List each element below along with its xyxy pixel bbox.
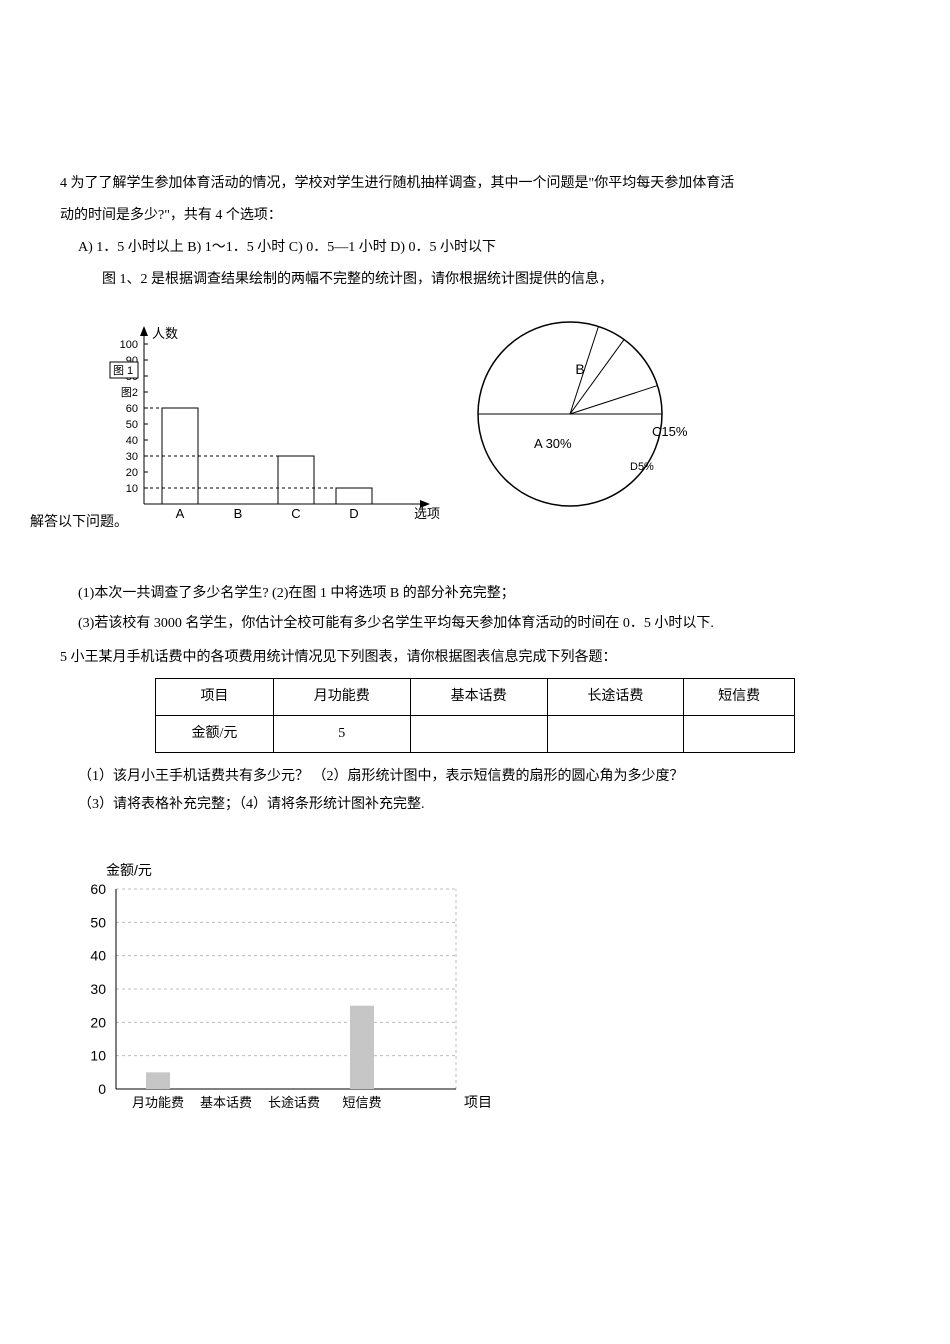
svg-text:40: 40 [126,435,138,447]
svg-text:D5%: D5% [630,461,654,473]
q4-sub2: (3)若该校有 3000 名学生，你估计全校可能有多少名学生平均每天参加体育活动… [60,610,890,638]
bar-chart-2: 金额/元 0 10 20 30 40 50 60 月功能费 基本话费 长途话费 短信费 项目 [54,859,890,1140]
svg-text:选项: 选项 [414,506,440,521]
fee-table: 项目 月功能费 基本话费 长途话费 短信费 金额/元 5 [155,678,795,753]
svg-text:长途话费: 长途话费 [268,1095,320,1110]
q5-sub1: （1）该月小王手机话费共有多少元？ （2）扇形统计图中，表示短信费的扇形的圆心角… [60,763,890,791]
svg-text:50: 50 [90,914,106,930]
q5-intro: 5 小王某月手机话费中的各项费用统计情况见下列图表，请你根据图表信息完成下列各题… [60,644,890,672]
q4-sub1: (1)本次一共调查了多少名学生? (2)在图 1 中将选项 B 的部分补充完整； [60,580,890,608]
table-row: 项目 月功能费 基本话费 长途话费 短信费 [156,679,795,716]
q4-note: 图 1、2 是根据调查结果绘制的两幅不完整的统计图，请你根据统计图提供的信息， [60,266,890,294]
svg-text:20: 20 [90,1014,106,1030]
svg-text:30: 30 [126,451,138,463]
pie-chart: B A 30% C15% D5% [450,314,710,535]
svg-text:30: 30 [90,981,106,997]
svg-text:B: B [575,361,584,377]
td-val-0: 5 [273,716,410,753]
svg-text:A: A [176,506,185,521]
td-val-3 [684,716,795,753]
td-label: 金额/元 [156,716,274,753]
table-row: 金额/元 5 [156,716,795,753]
th-item: 项目 [156,679,274,716]
svg-text:人数: 人数 [152,326,178,341]
svg-text:项目: 项目 [464,1094,492,1110]
th-monthly: 月功能费 [273,679,410,716]
svg-text:图 1: 图 1 [113,364,133,377]
svg-text:B: B [234,506,243,521]
svg-text:短信费: 短信费 [342,1095,381,1110]
q4-intro-line1: 4 为了了解学生参加体育活动的情况，学校对学生进行随机抽样调查，其中一个问题是"… [60,170,890,198]
th-sms: 短信费 [684,679,795,716]
svg-text:100: 100 [120,339,138,351]
th-basic: 基本话费 [410,679,547,716]
svg-text:60: 60 [126,403,138,415]
q4-overlay: 解答以下问题。 [30,509,128,537]
svg-text:10: 10 [126,483,138,495]
svg-text:C15%: C15% [652,424,688,439]
q4-intro-line2: 动的时间是多少?"，共有 4 个选项： [60,202,890,230]
svg-text:0: 0 [98,1081,106,1097]
svg-text:A 30%: A 30% [534,436,572,451]
svg-text:60: 60 [90,881,106,897]
bar-chart-1: 人数选项102030405060图28090100图 1ABCD [84,324,444,545]
svg-text:C: C [291,506,300,521]
q4-options: A) 1．5 小时以上 B) 1～1．5 小时 C) 0．5—1 小时 D) 0… [60,234,890,262]
svg-text:图2: 图2 [121,386,138,399]
td-val-1 [410,716,547,753]
svg-text:40: 40 [90,948,106,964]
svg-text:D: D [349,506,358,521]
svg-text:金额/元: 金额/元 [106,862,152,878]
svg-text:20: 20 [126,467,138,479]
svg-text:月功能费: 月功能费 [132,1095,184,1110]
svg-text:基本话费: 基本话费 [200,1095,252,1110]
td-val-2 [547,716,684,753]
svg-text:50: 50 [126,419,138,431]
svg-text:10: 10 [90,1048,106,1064]
q4-charts: 人数选项102030405060图28090100图 1ABCD BA 30%C… [60,324,890,574]
q5-sub2: （3）请将表格补充完整；（4）请将条形统计图补充完整. [60,791,890,819]
th-long: 长途话费 [547,679,684,716]
